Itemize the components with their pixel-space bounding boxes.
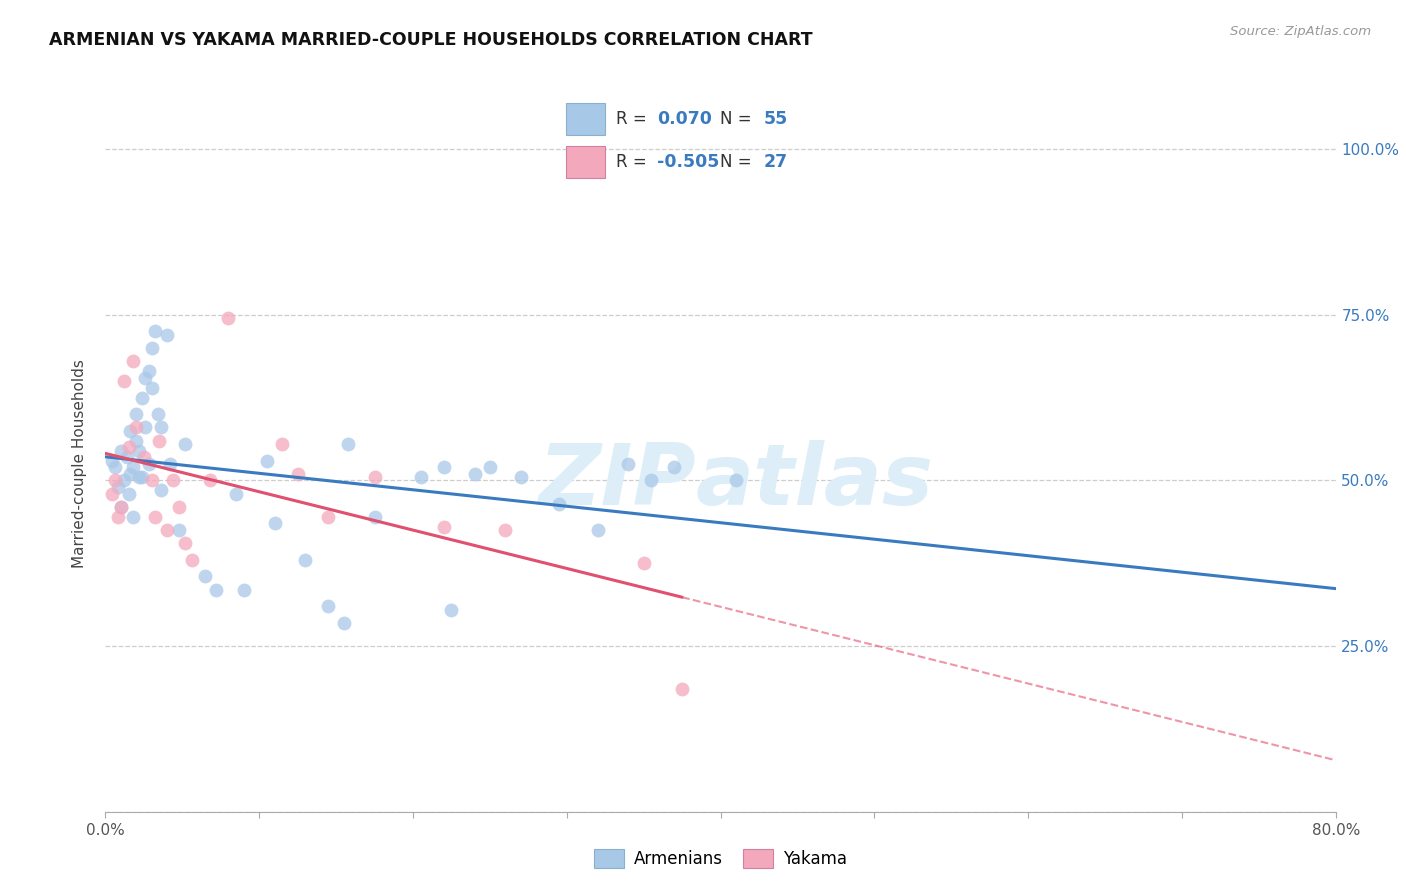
Point bbox=[131, 470, 153, 484]
Point bbox=[617, 457, 640, 471]
Point bbox=[180, 553, 202, 567]
Point bbox=[107, 480, 129, 494]
Point bbox=[494, 523, 516, 537]
Point bbox=[586, 523, 609, 537]
Point bbox=[122, 509, 145, 524]
Point bbox=[409, 470, 432, 484]
Point bbox=[125, 420, 148, 434]
Point bbox=[724, 474, 747, 488]
Point bbox=[138, 457, 160, 471]
Point bbox=[664, 460, 686, 475]
Point bbox=[146, 407, 169, 421]
Point bbox=[128, 443, 150, 458]
Point bbox=[125, 407, 148, 421]
Point bbox=[294, 553, 316, 567]
Point bbox=[671, 682, 693, 697]
Point bbox=[141, 381, 163, 395]
Point bbox=[433, 520, 456, 534]
Point bbox=[633, 556, 655, 570]
Point bbox=[640, 474, 662, 488]
Legend: Armenians, Yakama: Armenians, Yakama bbox=[586, 840, 855, 877]
Point bbox=[128, 470, 150, 484]
Point bbox=[120, 424, 141, 438]
FancyBboxPatch shape bbox=[567, 146, 605, 178]
Point bbox=[174, 536, 197, 550]
Point bbox=[232, 582, 254, 597]
Point bbox=[263, 516, 285, 531]
Point bbox=[169, 500, 191, 514]
Point bbox=[363, 470, 385, 484]
Point bbox=[318, 599, 340, 614]
Point bbox=[440, 602, 463, 616]
Point bbox=[104, 474, 127, 488]
Point bbox=[256, 453, 278, 467]
Point bbox=[162, 474, 184, 488]
Text: ZIP: ZIP bbox=[538, 440, 696, 523]
Point bbox=[110, 500, 132, 514]
Point bbox=[115, 450, 138, 465]
Point bbox=[100, 486, 122, 500]
Point bbox=[117, 440, 139, 454]
Point bbox=[169, 523, 191, 537]
Point bbox=[132, 450, 155, 465]
Text: N =: N = bbox=[720, 110, 756, 128]
Point bbox=[149, 420, 172, 434]
Point bbox=[122, 354, 145, 368]
Point bbox=[337, 437, 360, 451]
Point bbox=[174, 437, 197, 451]
Point bbox=[100, 453, 122, 467]
Point bbox=[149, 483, 172, 498]
Point bbox=[333, 615, 356, 630]
Text: 55: 55 bbox=[763, 110, 787, 128]
Point bbox=[156, 327, 179, 342]
Point bbox=[156, 523, 179, 537]
Point bbox=[134, 420, 156, 434]
FancyBboxPatch shape bbox=[567, 103, 605, 135]
Point bbox=[509, 470, 531, 484]
Point bbox=[159, 457, 181, 471]
Point bbox=[194, 569, 217, 583]
Point bbox=[117, 486, 139, 500]
Point bbox=[112, 474, 135, 488]
Text: 0.070: 0.070 bbox=[657, 110, 711, 128]
Text: Source: ZipAtlas.com: Source: ZipAtlas.com bbox=[1230, 25, 1371, 38]
Point bbox=[198, 474, 221, 488]
Y-axis label: Married-couple Households: Married-couple Households bbox=[72, 359, 87, 568]
Point bbox=[433, 460, 456, 475]
Text: atlas: atlas bbox=[696, 440, 934, 523]
Point bbox=[218, 311, 240, 326]
Point bbox=[318, 509, 340, 524]
Point bbox=[143, 509, 166, 524]
Text: -0.505: -0.505 bbox=[657, 153, 720, 171]
Point bbox=[548, 497, 571, 511]
Point bbox=[271, 437, 294, 451]
Point bbox=[287, 467, 309, 481]
Point bbox=[110, 500, 132, 514]
Point bbox=[125, 434, 148, 448]
Point bbox=[363, 509, 385, 524]
Point bbox=[112, 374, 135, 388]
Point bbox=[205, 582, 228, 597]
Point bbox=[143, 324, 166, 338]
Text: N =: N = bbox=[720, 153, 756, 171]
Point bbox=[148, 434, 170, 448]
Point bbox=[107, 509, 129, 524]
Point bbox=[478, 460, 501, 475]
Point bbox=[131, 391, 153, 405]
Point bbox=[138, 364, 160, 378]
Point bbox=[122, 460, 145, 475]
Text: ARMENIAN VS YAKAMA MARRIED-COUPLE HOUSEHOLDS CORRELATION CHART: ARMENIAN VS YAKAMA MARRIED-COUPLE HOUSEH… bbox=[49, 31, 813, 49]
Point bbox=[104, 460, 127, 475]
Point bbox=[225, 486, 247, 500]
Point bbox=[110, 443, 132, 458]
Point bbox=[141, 341, 163, 355]
Point bbox=[464, 467, 486, 481]
Text: R =: R = bbox=[616, 153, 652, 171]
Point bbox=[141, 474, 163, 488]
Point bbox=[134, 370, 156, 384]
Text: R =: R = bbox=[616, 110, 652, 128]
Text: 27: 27 bbox=[763, 153, 787, 171]
Point bbox=[120, 467, 141, 481]
